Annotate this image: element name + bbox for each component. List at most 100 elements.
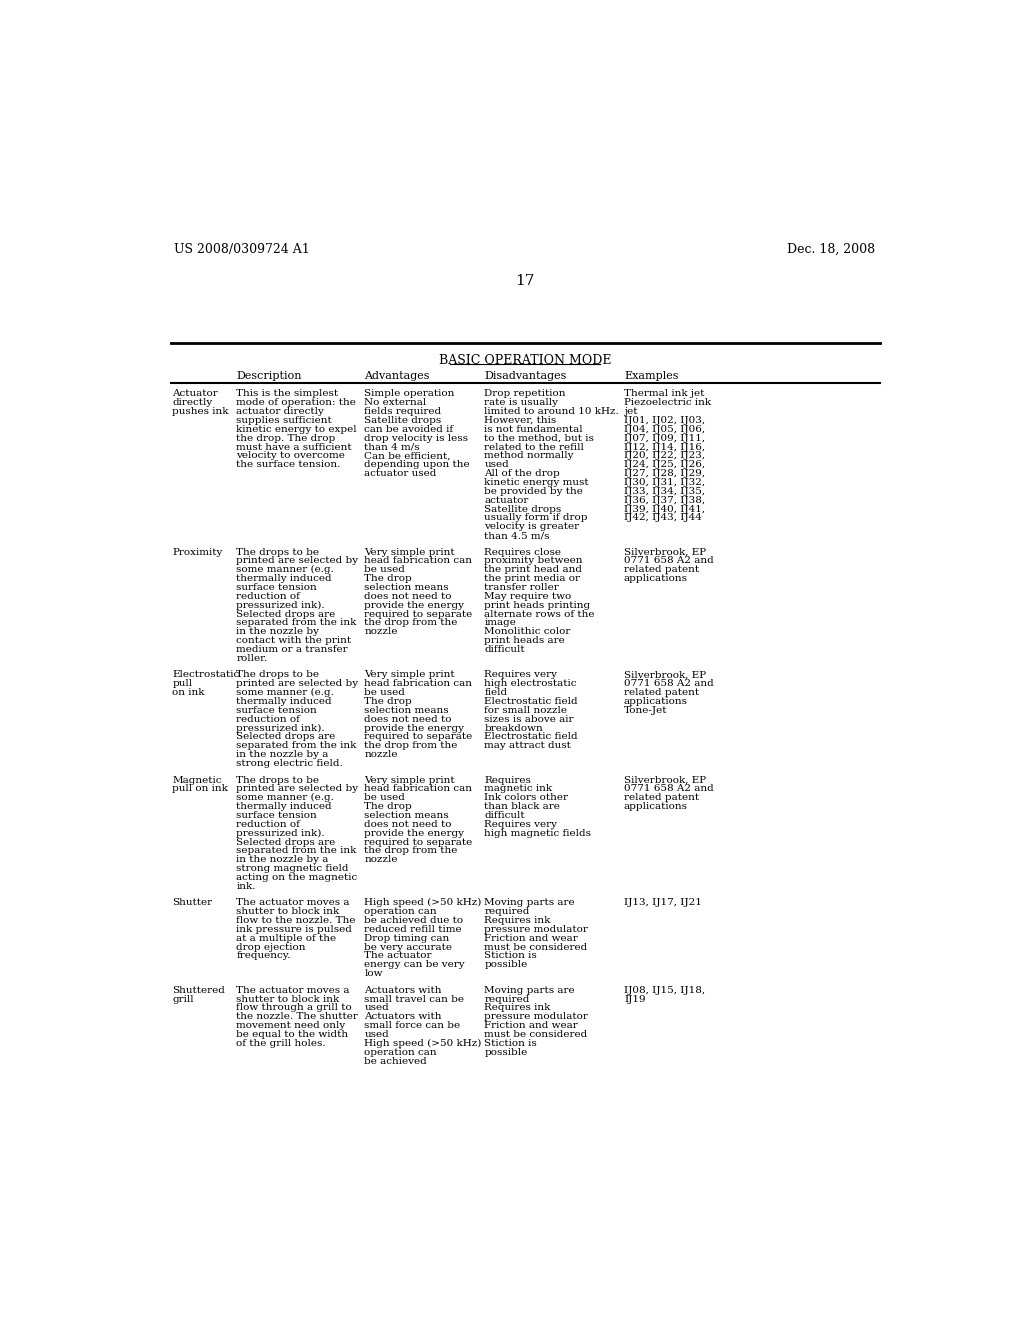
Text: Electrostatic: Electrostatic: [172, 671, 240, 680]
Text: head fabrication can: head fabrication can: [365, 784, 472, 793]
Text: thermally induced: thermally induced: [237, 574, 332, 583]
Text: directly: directly: [172, 399, 212, 408]
Text: pushes ink: pushes ink: [172, 407, 228, 416]
Text: required to separate: required to separate: [365, 837, 473, 846]
Text: Silverbrook, EP: Silverbrook, EP: [624, 776, 707, 784]
Text: alternate rows of the: alternate rows of the: [484, 610, 595, 619]
Text: No external: No external: [365, 399, 427, 408]
Text: Tone-Jet: Tone-Jet: [624, 706, 668, 715]
Text: breakdown: breakdown: [484, 723, 544, 733]
Text: 0771 658 A2 and: 0771 658 A2 and: [624, 680, 714, 688]
Text: strong electric field.: strong electric field.: [237, 759, 343, 768]
Text: possible: possible: [484, 1048, 527, 1057]
Text: shutter to block ink: shutter to block ink: [237, 995, 340, 1003]
Text: printed are selected by: printed are selected by: [237, 557, 358, 565]
Text: operation can: operation can: [365, 907, 437, 916]
Text: IJ39, IJ40, IJ41,: IJ39, IJ40, IJ41,: [624, 504, 706, 513]
Text: Drop repetition: Drop repetition: [484, 389, 566, 399]
Text: IJ08, IJ15, IJ18,: IJ08, IJ15, IJ18,: [624, 986, 706, 995]
Text: the nozzle. The shutter: the nozzle. The shutter: [237, 1012, 358, 1022]
Text: the print head and: the print head and: [484, 565, 583, 574]
Text: is not fundamental: is not fundamental: [484, 425, 583, 434]
Text: thermally induced: thermally induced: [237, 697, 332, 706]
Text: in the nozzle by: in the nozzle by: [237, 627, 319, 636]
Text: fields required: fields required: [365, 407, 441, 416]
Text: than 4.5 m/s: than 4.5 m/s: [484, 531, 550, 540]
Text: Requires very: Requires very: [484, 820, 557, 829]
Text: printed are selected by: printed are selected by: [237, 784, 358, 793]
Text: required to separate: required to separate: [365, 610, 473, 619]
Text: on ink: on ink: [172, 688, 205, 697]
Text: high magnetic fields: high magnetic fields: [484, 829, 592, 838]
Text: movement need only: movement need only: [237, 1022, 346, 1030]
Text: IJ24, IJ25, IJ26,: IJ24, IJ25, IJ26,: [624, 461, 706, 469]
Text: US 2008/0309724 A1: US 2008/0309724 A1: [174, 243, 310, 256]
Text: IJ01, IJ02, IJ03,: IJ01, IJ02, IJ03,: [624, 416, 706, 425]
Text: required: required: [484, 995, 529, 1003]
Text: Moving parts are: Moving parts are: [484, 899, 575, 907]
Text: kinetic energy must: kinetic energy must: [484, 478, 589, 487]
Text: pressure modulator: pressure modulator: [484, 925, 589, 935]
Text: ink pressure is pulsed: ink pressure is pulsed: [237, 925, 352, 935]
Text: IJ12, IJ14, IJ16,: IJ12, IJ14, IJ16,: [624, 442, 706, 451]
Text: the print media or: the print media or: [484, 574, 581, 583]
Text: roller.: roller.: [237, 653, 267, 663]
Text: separated from the ink: separated from the ink: [237, 742, 357, 750]
Text: velocity is greater: velocity is greater: [484, 523, 580, 531]
Text: IJ13, IJ17, IJ21: IJ13, IJ17, IJ21: [624, 899, 701, 907]
Text: Drop timing can: Drop timing can: [365, 933, 450, 942]
Text: selection means: selection means: [365, 706, 449, 715]
Text: nozzle: nozzle: [365, 855, 398, 865]
Text: required to separate: required to separate: [365, 733, 473, 742]
Text: selection means: selection means: [365, 583, 449, 593]
Text: 17: 17: [515, 275, 535, 288]
Text: Can be efficient,: Can be efficient,: [365, 451, 451, 461]
Text: The drops to be: The drops to be: [237, 548, 319, 557]
Text: be used: be used: [365, 688, 406, 697]
Text: Examples: Examples: [624, 371, 679, 381]
Text: used: used: [365, 1030, 389, 1039]
Text: required: required: [484, 907, 529, 916]
Text: strong magnetic field: strong magnetic field: [237, 865, 349, 873]
Text: may attract dust: may attract dust: [484, 742, 571, 750]
Text: possible: possible: [484, 961, 527, 969]
Text: The actuator: The actuator: [365, 952, 432, 961]
Text: related patent: related patent: [624, 793, 699, 803]
Text: be provided by the: be provided by the: [484, 487, 584, 496]
Text: Shuttered: Shuttered: [172, 986, 225, 995]
Text: IJ19: IJ19: [624, 995, 645, 1003]
Text: Friction and wear: Friction and wear: [484, 1022, 579, 1030]
Text: Requires very: Requires very: [484, 671, 557, 680]
Text: surface tension: surface tension: [237, 583, 317, 593]
Text: surface tension: surface tension: [237, 706, 317, 715]
Text: printed are selected by: printed are selected by: [237, 680, 358, 688]
Text: applications: applications: [624, 697, 688, 706]
Text: magnetic ink: magnetic ink: [484, 784, 553, 793]
Text: This is the simplest: This is the simplest: [237, 389, 339, 399]
Text: thermally induced: thermally induced: [237, 803, 332, 810]
Text: in the nozzle by a: in the nozzle by a: [237, 855, 329, 865]
Text: Thermal ink jet: Thermal ink jet: [624, 389, 705, 399]
Text: Silverbrook, EP: Silverbrook, EP: [624, 671, 707, 680]
Text: Requires ink: Requires ink: [484, 916, 551, 925]
Text: High speed (>50 kHz): High speed (>50 kHz): [365, 899, 481, 907]
Text: small force can be: small force can be: [365, 1022, 461, 1030]
Text: related patent: related patent: [624, 688, 699, 697]
Text: the drop from the: the drop from the: [365, 846, 458, 855]
Text: be achieved: be achieved: [365, 1056, 427, 1065]
Text: must be considered: must be considered: [484, 942, 588, 952]
Text: reduction of: reduction of: [237, 591, 300, 601]
Text: Requires close: Requires close: [484, 548, 561, 557]
Text: limited to around 10 kHz.: limited to around 10 kHz.: [484, 407, 620, 416]
Text: Disadvantages: Disadvantages: [484, 371, 567, 381]
Text: velocity to overcome: velocity to overcome: [237, 451, 345, 461]
Text: some manner (e.g.: some manner (e.g.: [237, 688, 335, 697]
Text: acting on the magnetic: acting on the magnetic: [237, 873, 357, 882]
Text: mode of operation: the: mode of operation: the: [237, 399, 356, 408]
Text: frequency.: frequency.: [237, 952, 291, 961]
Text: reduction of: reduction of: [237, 714, 300, 723]
Text: Very simple print: Very simple print: [365, 776, 455, 784]
Text: some manner (e.g.: some manner (e.g.: [237, 793, 335, 803]
Text: high electrostatic: high electrostatic: [484, 680, 577, 688]
Text: field: field: [484, 688, 508, 697]
